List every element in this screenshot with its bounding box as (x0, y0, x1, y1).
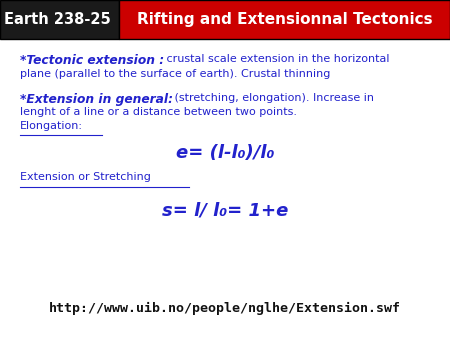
Text: e= (l-l₀)/l₀: e= (l-l₀)/l₀ (176, 144, 274, 162)
Text: Extension or Stretching: Extension or Stretching (20, 172, 151, 183)
Text: crustal scale extension in the horizontal: crustal scale extension in the horizonta… (163, 54, 390, 64)
Text: Elongation:: Elongation: (20, 121, 83, 131)
Text: http://www.uib.no/people/nglhe/Extension.swf: http://www.uib.no/people/nglhe/Extension… (49, 301, 401, 315)
Text: (stretching, elongation). Increase in: (stretching, elongation). Increase in (171, 93, 374, 103)
Text: *Tectonic extension :: *Tectonic extension : (20, 54, 164, 67)
Text: *Extension in general:: *Extension in general: (20, 93, 173, 106)
FancyBboxPatch shape (0, 0, 119, 39)
Text: s= l/ l₀= 1+e: s= l/ l₀= 1+e (162, 201, 288, 219)
FancyBboxPatch shape (119, 0, 450, 39)
Text: plane (parallel to the surface of earth). Crustal thinning: plane (parallel to the surface of earth)… (20, 69, 331, 79)
Text: lenght of a line or a distance between two points.: lenght of a line or a distance between t… (20, 107, 297, 117)
Text: Earth 238-25: Earth 238-25 (4, 12, 110, 27)
Text: Rifting and Extensionnal Tectonics: Rifting and Extensionnal Tectonics (137, 12, 432, 27)
